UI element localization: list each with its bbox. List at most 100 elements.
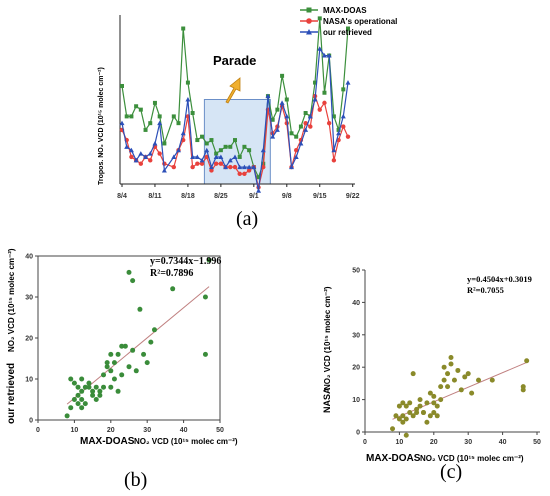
data-point [284,113,290,119]
scatter-point [441,364,447,370]
scatter-point [458,387,464,393]
scatter-point [451,377,457,383]
data-point [190,111,195,116]
data-point [345,80,351,85]
panel-label-b: (b) [124,469,147,491]
data-point [128,147,134,153]
scatter-point [520,387,526,393]
data-point [261,164,266,170]
data-point [195,138,200,143]
scatter-point [130,347,136,353]
data-point [322,90,327,95]
data-point [246,168,252,173]
scatter-point [119,372,125,378]
data-point [241,164,247,170]
panel-label-a: (a) [236,208,258,230]
data-point [313,80,318,85]
scatter-point [75,384,81,390]
data-point [223,164,229,170]
data-point [199,161,205,166]
scatter-point [82,401,88,407]
data-point [199,157,205,163]
data-point [133,157,139,163]
axis-tick-labels: 0 10 20 30 40 50 0 10 20 30 40 [25,254,224,435]
data-point [185,97,191,102]
x-tick-label: 10 [396,439,404,446]
data-point [294,134,299,139]
data-point [331,114,336,119]
scatter-point [438,384,444,390]
data-point [289,131,294,136]
x-tick-label: 0 [36,427,40,434]
y-tick-label: 10 [25,377,33,384]
data-point [204,141,209,146]
data-point [345,134,351,139]
scatter-point [104,360,110,366]
data-point [233,138,237,143]
data-point [134,104,139,109]
data-point [303,111,308,116]
scatter-point [108,351,114,357]
scatter-point [75,401,81,407]
y-axis-label: Tropos. NO₂ VCD (10¹⁵ molec cm⁻²) [98,67,105,185]
data-point [331,158,337,163]
scatter-point [119,343,125,349]
scatter-point [86,384,92,390]
scatter-point [441,377,447,383]
data-point [218,154,224,159]
scatter-point [97,392,103,398]
scatter-point [417,397,423,403]
x-tick-label: 9/8 [282,193,292,200]
scatter-point [206,257,212,263]
scatter-point [434,403,440,409]
scatter-point [130,278,136,284]
scatter-point [122,343,128,349]
scatter-point [469,390,475,396]
scatter-point [148,339,154,345]
data-point [322,100,327,106]
parade-annotation: Parade [213,53,256,68]
data-point [341,87,346,92]
scatter-point [82,384,88,390]
data-point [331,147,337,153]
data-point [289,164,294,170]
scatter-point [400,413,406,419]
legend-label-nasa: NASA's operational [323,17,397,26]
data-point [143,127,148,132]
legend: MAX-DOAS NASA's operational our retrieve… [300,6,397,37]
scatter-points [64,257,212,419]
data-point [138,151,144,156]
y-axis-label-unit: NO₂ VCD (10¹⁵ molec cm⁻²) [7,248,16,352]
data-point [275,107,280,112]
data-point [119,120,125,126]
scatter-point [101,372,107,378]
data-point [180,130,186,136]
data-point [124,144,130,149]
data-point [227,157,233,163]
data-point [279,100,285,105]
scatter-point [108,384,114,390]
data-point [317,107,322,112]
x-axis-label-main: MAX-DOAS [366,453,421,464]
data-point [171,164,176,170]
scatter-point [115,351,121,357]
data-point [152,100,157,105]
plot-frame [37,255,221,421]
data-point [228,144,233,149]
x-tick-label: 30 [143,427,151,434]
scatter-point [455,367,461,373]
x-tick-label: 9/1 [249,193,259,200]
series-line [121,18,349,179]
data-point [307,113,313,119]
data-point [317,16,322,21]
y-tick-label: 20 [352,365,360,372]
data-point [157,114,162,119]
data-point [232,154,238,159]
data-point [336,130,342,136]
panel-b-scatter: 0 10 20 30 40 50 0 10 20 30 40 y=0.7344x−1.996 R²=… [6,248,238,491]
scatter-point [79,405,85,411]
data-point [228,164,233,170]
data-point [120,83,124,88]
arrow-up-right-icon [225,77,241,104]
